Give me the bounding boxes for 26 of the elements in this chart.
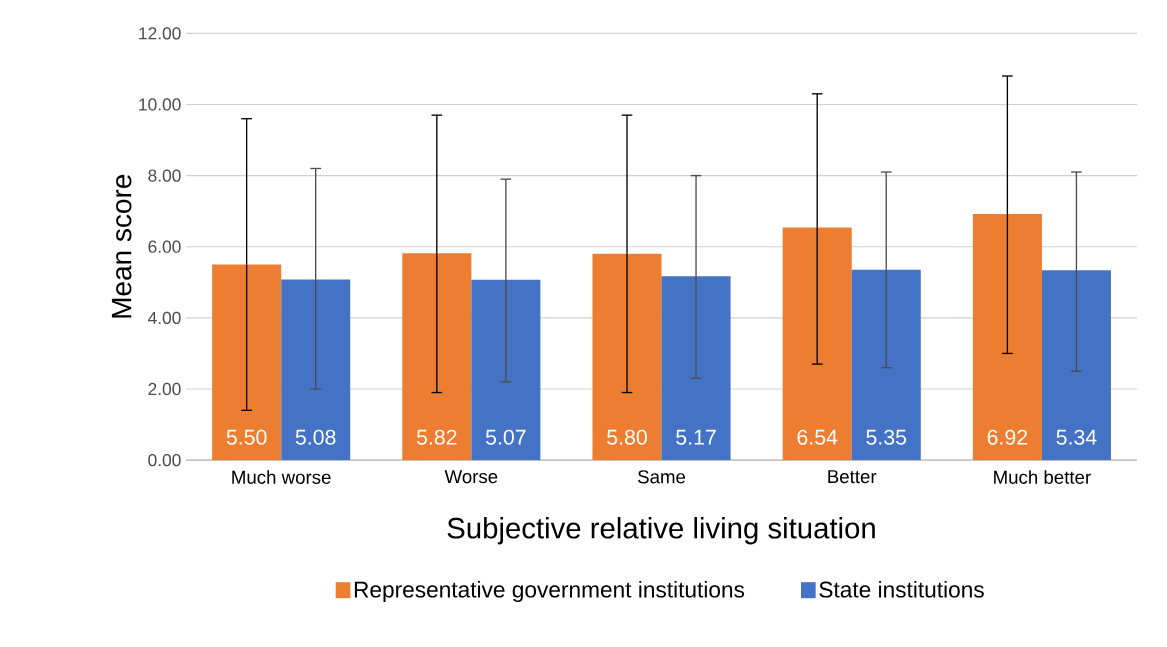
data-label: 5.07 (485, 429, 526, 445)
x-tick-label: Much better (994, 470, 1091, 484)
y-tick-label: 8.00 (148, 169, 181, 182)
data-label: 5.50 (226, 429, 267, 445)
x-tick-label: Same (638, 470, 686, 484)
y-tick-label: 10.00 (139, 98, 181, 111)
x-tick-label: Worse (444, 470, 498, 484)
y-tick-label: 12.00 (139, 27, 181, 40)
y-tick-label: 6.00 (148, 240, 181, 253)
legend-label: Representative government institutions (354, 581, 745, 603)
data-label: 5.34 (1056, 429, 1097, 445)
y-tick-label: 4.00 (148, 311, 181, 325)
data-label: 5.80 (607, 429, 647, 445)
data-label: 5.35 (866, 429, 907, 445)
y-axis-title: Mean score (111, 174, 132, 318)
data-label: 5.08 (295, 429, 336, 445)
data-label: 6.54 (797, 429, 838, 445)
y-tick-label: 2.00 (148, 382, 181, 396)
data-label: 5.17 (676, 429, 716, 445)
x-axis-title: Subjective relative living situation (447, 517, 875, 545)
legend-label: State institutions (819, 581, 984, 598)
data-label: 6.92 (987, 429, 1028, 445)
data-label: 5.82 (416, 429, 457, 445)
x-tick-label: Much worse (232, 470, 331, 484)
y-tick-label: 0.00 (148, 454, 181, 467)
x-tick-label: Better (828, 470, 877, 484)
